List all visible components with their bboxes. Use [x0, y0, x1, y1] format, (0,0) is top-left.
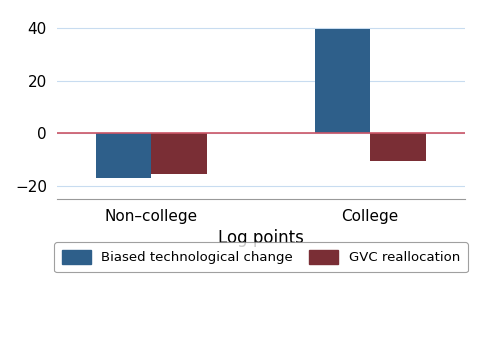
Bar — [151, 133, 207, 174]
X-axis label: Log points: Log points — [218, 229, 304, 247]
Bar — [315, 29, 370, 133]
Legend: Biased technological change, GVC reallocation: Biased technological change, GVC realloc… — [54, 242, 468, 272]
Bar — [370, 133, 426, 161]
Bar — [96, 133, 151, 178]
